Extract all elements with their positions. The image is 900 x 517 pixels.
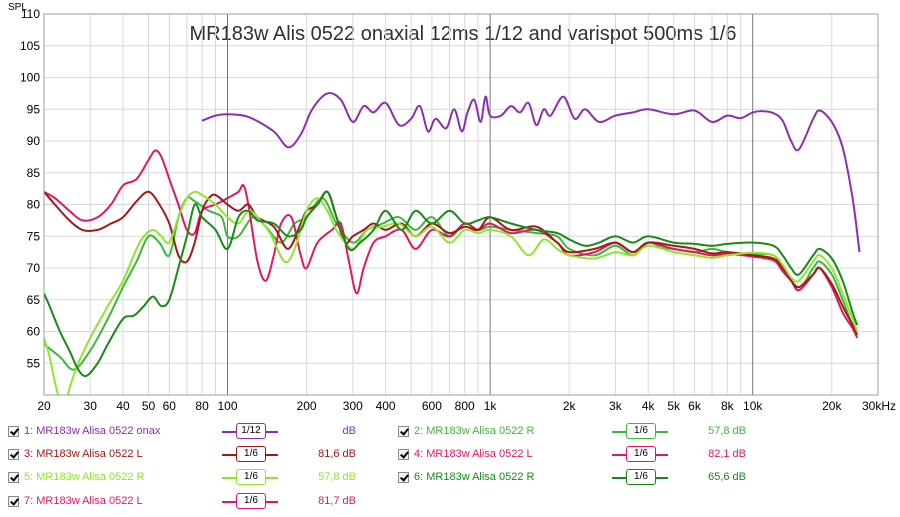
- y-tick-labels: 55 60 65 70 75 80 85 90 95 100 105 110: [20, 7, 40, 370]
- x-tick-label: 400: [376, 399, 396, 413]
- smoothing-label: 1/6: [236, 493, 266, 509]
- smoothing-swatch[interactable]: 1/6: [612, 469, 668, 485]
- legend-item: 4: MR183w Alisa 0522 L 1/6 82,1 dB: [398, 444, 746, 464]
- legend-item: 5: MR183w Alisa 0522 R 1/6 57,8 dB: [8, 467, 356, 487]
- smoothing-swatch[interactable]: 1/12: [222, 423, 278, 439]
- legend-series-name: 6: MR183w Alisa 0522 R: [414, 471, 535, 483]
- y-tick-label: 100: [20, 71, 40, 85]
- y-axis-label: SPL: [8, 2, 27, 13]
- y-tick-label: 75: [27, 229, 41, 243]
- y-tick-label: 55: [27, 356, 41, 370]
- series-line-4: [44, 190, 859, 336]
- smoothing-label: 1/6: [626, 423, 656, 439]
- legend-item: 1: MR183w Alisa 0522 onax 1/12 dB: [8, 421, 356, 441]
- x-tick-label: 1k: [484, 399, 498, 413]
- series-checkbox[interactable]: [398, 471, 409, 483]
- legend-item: 6: MR183w Alisa 0522 R 1/6 65,6 dB: [398, 467, 746, 487]
- legend-value: 82,1 dB: [708, 448, 746, 460]
- y-tick-label: 80: [27, 198, 41, 212]
- smoothing-swatch[interactable]: 1/6: [612, 446, 668, 462]
- y-tick-label: 70: [27, 261, 41, 275]
- legend-value: 57,8 dB: [708, 425, 746, 437]
- y-tick-label: 90: [27, 134, 41, 148]
- x-tick-label: 40: [116, 399, 130, 413]
- x-tick-label: 80: [195, 399, 209, 413]
- series-checkbox[interactable]: [8, 448, 19, 460]
- legend-series-name: 4: MR183w Alisa 0522 L: [414, 448, 533, 460]
- legend-value: 81,7 dB: [318, 495, 356, 507]
- grid: [43, 13, 879, 395]
- x-tick-label: 10k: [743, 399, 763, 413]
- x-tick-label: 30kHz: [862, 399, 896, 413]
- x-tick-label: 3k: [609, 399, 623, 413]
- y-tick-label: 60: [27, 325, 41, 339]
- x-tick-label: 20k: [822, 399, 842, 413]
- legend-series-name: 7: MR183w Alisa 0522 L: [24, 495, 143, 507]
- smoothing-swatch[interactable]: 1/6: [222, 469, 278, 485]
- x-tick-label: 300: [343, 399, 363, 413]
- x-tick-label: 100: [217, 399, 237, 413]
- legend-value: 81,6 dB: [318, 448, 356, 460]
- legend-series-name: 3: MR183w Alisa 0522 L: [24, 448, 143, 460]
- series-checkbox[interactable]: [398, 425, 409, 437]
- x-tick-label: 20: [37, 399, 51, 413]
- smoothing-swatch[interactable]: 1/6: [222, 493, 278, 509]
- x-tick-label: 50: [142, 399, 156, 413]
- curves: [44, 92, 861, 395]
- x-tick-label: 4k: [642, 399, 656, 413]
- series-checkbox[interactable]: [8, 471, 19, 483]
- smoothing-label: 1/6: [626, 469, 656, 485]
- chart-title: MR183w Alis 0522 onaxial 12ms 1/12 and v…: [190, 23, 737, 45]
- x-tick-label: 30: [84, 399, 98, 413]
- smoothing-swatch[interactable]: 1/6: [612, 423, 668, 439]
- smoothing-label: 1/6: [236, 446, 266, 462]
- series-line-2: [44, 196, 859, 371]
- series-line-6: [44, 190, 859, 378]
- x-tick-label: 600: [422, 399, 442, 413]
- y-tick-label: 65: [27, 293, 41, 307]
- x-tick-label: 8k: [721, 399, 735, 413]
- x-tick-label: 6k: [688, 399, 702, 413]
- x-tick-label: 5k: [667, 399, 681, 413]
- legend-value: 65,6 dB: [708, 471, 746, 483]
- y-tick-label: 105: [20, 39, 40, 53]
- smoothing-label: 1/6: [236, 469, 266, 485]
- frequency-response-chart: MR183w Alis 0522 onaxial 12ms 1/12 and v…: [8, 2, 896, 413]
- x-tick-labels: 20 30 40 50 60 80 100 200 300 400 600 800 1k 2k 3k 4k 5k…: [37, 399, 896, 413]
- smoothing-label: 1/6: [626, 446, 656, 462]
- x-tick-label: 800: [455, 399, 475, 413]
- y-tick-label: 85: [27, 166, 41, 180]
- smoothing-label: 1/12: [236, 423, 266, 439]
- legend-item: 7: MR183w Alisa 0522 L 1/6 81,7 dB: [8, 491, 356, 511]
- x-tick-label: 60: [163, 399, 177, 413]
- x-tick-label: 2k: [563, 399, 577, 413]
- x-tick-label: 200: [297, 399, 317, 413]
- series-checkbox[interactable]: [8, 495, 19, 507]
- legend-item: 2: MR183w Alisa 0522 R 1/6 57,8 dB: [398, 421, 746, 441]
- legend-value: dB: [342, 425, 356, 437]
- y-tick-label: 110: [21, 7, 40, 21]
- series-checkbox[interactable]: [398, 448, 409, 460]
- legend-series-name: 1: MR183w Alisa 0522 onax: [24, 425, 161, 437]
- legend-value: 57,8 dB: [318, 471, 356, 483]
- plot-frame: [43, 13, 879, 396]
- legend-item: 3: MR183w Alisa 0522 L 1/6 81,6 dB: [8, 444, 356, 464]
- legend-series-name: 2: MR183w Alisa 0522 R: [414, 425, 535, 437]
- smoothing-swatch[interactable]: 1/6: [222, 446, 278, 462]
- series-line-5: [44, 190, 859, 395]
- series-checkbox[interactable]: [8, 425, 19, 437]
- series-line-1: [201, 92, 861, 253]
- legend-series-name: 5: MR183w Alisa 0522 R: [24, 471, 145, 483]
- y-tick-label: 95: [27, 102, 41, 116]
